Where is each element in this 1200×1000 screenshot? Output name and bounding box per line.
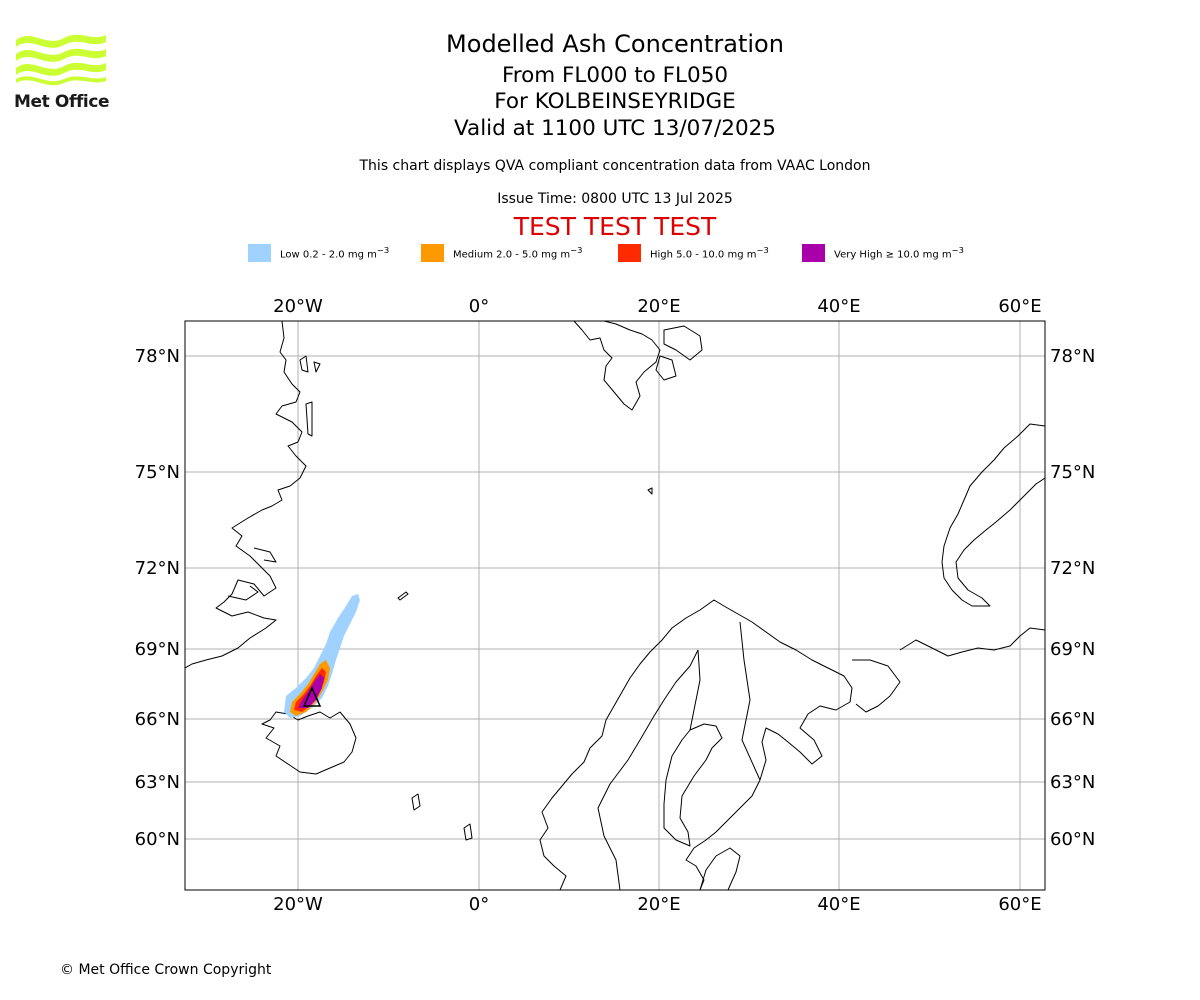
legend-label-low: Low 0.2 - 2.0 mg m−3 (280, 245, 390, 261)
lon-label-bottom: 60°E (998, 894, 1041, 915)
lon-label-top: 60°E (998, 296, 1041, 317)
lon-label-bottom: 20°W (273, 894, 323, 915)
legend-item-medium: Medium 2.0 - 5.0 mg m−3 (421, 244, 582, 262)
logo-text: Met Office (14, 92, 110, 112)
lat-label-right: 60°N (1050, 829, 1095, 850)
legend-label-high: High 5.0 - 10.0 mg m−3 (650, 245, 769, 261)
volcano-triangle-icon (302, 686, 322, 707)
issue-time: Issue Time: 0800 UTC 13 Jul 2025 (497, 191, 733, 207)
legend-swatch-medium (421, 244, 444, 262)
greenland-island-3 (305, 401, 313, 437)
barents-coast-east (899, 627, 1045, 657)
lon-label-bottom: 20°E (637, 894, 680, 915)
greenland-inlet (227, 585, 259, 601)
legend-label-very-high: Very High ≥ 10.0 mg m−3 (834, 245, 964, 261)
novaya-zemlya-coastline (941, 423, 1045, 607)
ash-plume-low (284, 594, 360, 718)
chart-description: This chart displays QVA compliant concen… (359, 158, 871, 174)
lon-label-top: 0° (469, 296, 489, 317)
valid-time-subtitle: Valid at 1100 UTC 13/07/2025 (453, 116, 776, 141)
lat-label-right: 63°N (1050, 772, 1095, 793)
nordaustlandet (663, 325, 703, 361)
scandinavia-coastline (539, 599, 853, 890)
met-office-logo-icon (16, 34, 106, 86)
copyright-notice: © Met Office Crown Copyright (60, 962, 272, 978)
lon-label-top: 20°W (273, 296, 323, 317)
flight-level-subtitle: From FL000 to FL050 (501, 63, 729, 88)
longitude-labels-top: 20°W 0° 20°E 40°E 60°E (273, 296, 1041, 317)
latitude-labels-right: 78°N 75°N 72°N 69°N 66°N 63°N 60°N (1050, 346, 1095, 850)
kola-coast (852, 659, 901, 713)
shetland-islands (463, 823, 473, 841)
baltic-sea-north (699, 847, 741, 890)
greenland-coastline (185, 321, 307, 669)
ash-plume (284, 594, 360, 718)
lat-label-left: 72°N (135, 558, 180, 579)
greenland-island-1 (299, 355, 309, 373)
map-background (185, 321, 1045, 890)
gulf-of-bothnia (663, 723, 723, 847)
legend-item-low: Low 0.2 - 2.0 mg m−3 (248, 244, 389, 262)
lat-label-right: 75°N (1050, 462, 1095, 483)
greenland-fjord (253, 547, 277, 563)
lat-label-right: 78°N (1050, 346, 1095, 367)
lon-label-bottom: 40°E (817, 894, 860, 915)
map-gridlines (185, 321, 1045, 890)
edgeoya (655, 355, 677, 381)
lat-label-right: 69°N (1050, 639, 1095, 660)
lat-label-left: 66°N (135, 709, 180, 730)
svalbard-coastline (573, 321, 661, 411)
legend-swatch-low (248, 244, 271, 262)
finland-russia-border (739, 621, 761, 781)
sweden-norway-border (597, 649, 699, 890)
jan-mayen (397, 591, 409, 601)
faroe-islands (411, 793, 421, 811)
chart-title: Modelled Ash Concentration (446, 30, 784, 58)
lon-label-bottom: 0° (469, 894, 489, 915)
lat-label-left: 60°N (135, 829, 180, 850)
sweden-finland-border (689, 649, 701, 731)
lat-label-left: 78°N (135, 346, 180, 367)
lat-label-right: 66°N (1050, 709, 1095, 730)
latitude-labels-left: 78°N 75°N 72°N 69°N 66°N 63°N 60°N (135, 346, 180, 850)
legend-swatch-very-high (802, 244, 825, 262)
lat-label-left: 75°N (135, 462, 180, 483)
legend-swatch-high (618, 244, 641, 262)
longitude-labels-bottom: 20°W 0° 20°E 40°E 60°E (273, 894, 1041, 915)
greenland-island-2 (313, 361, 321, 373)
legend-item-very-high: Very High ≥ 10.0 mg m−3 (802, 244, 964, 262)
legend-label-medium: Medium 2.0 - 5.0 mg m−3 (453, 245, 583, 261)
lon-label-top: 40°E (817, 296, 860, 317)
bear-island (647, 487, 653, 495)
lat-label-right: 72°N (1050, 558, 1095, 579)
lat-label-left: 69°N (135, 639, 180, 660)
lon-label-top: 20°E (637, 296, 680, 317)
map-frame (184, 320, 1046, 891)
volcano-subtitle: For KOLBEINSEYRIDGE (494, 89, 736, 114)
coastlines (185, 321, 1045, 890)
lat-label-left: 63°N (135, 772, 180, 793)
test-banner: TEST TEST TEST (513, 212, 717, 241)
legend-item-high: High 5.0 - 10.0 mg m−3 (618, 244, 769, 262)
iceland-coastline (261, 711, 357, 775)
